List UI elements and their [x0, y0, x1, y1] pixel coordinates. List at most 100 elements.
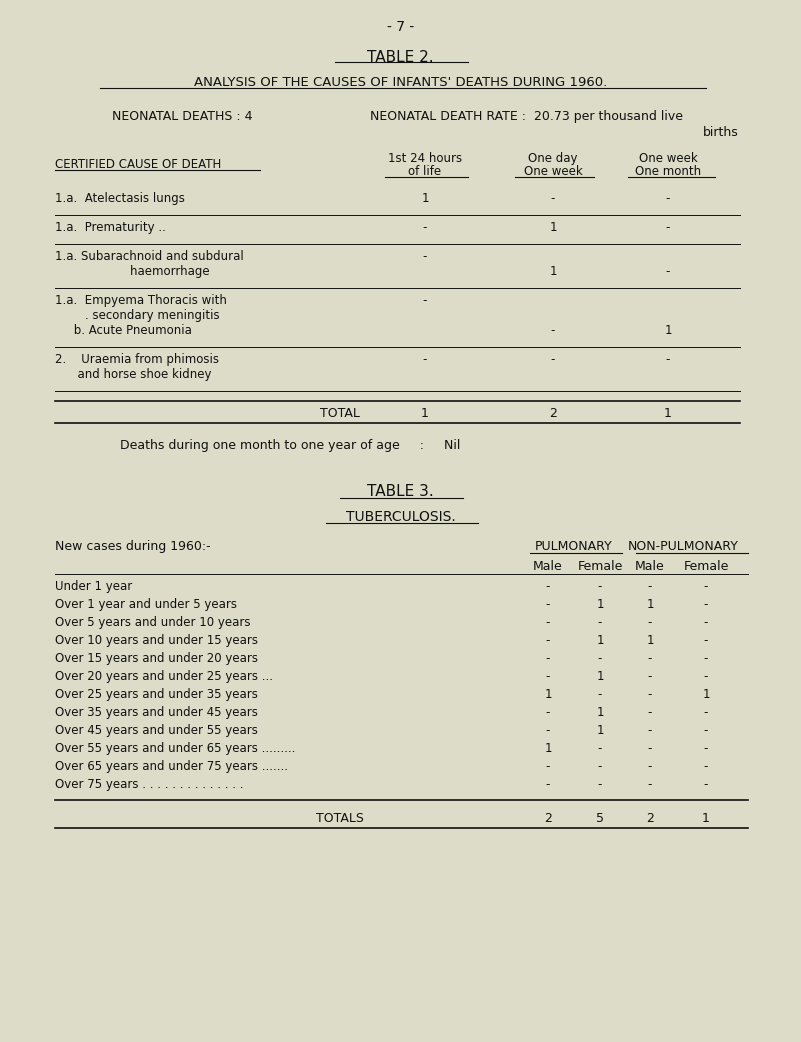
Text: 1: 1 — [544, 742, 552, 755]
Text: 1.a.  Atelectasis lungs: 1.a. Atelectasis lungs — [55, 192, 185, 205]
Text: Over 75 years . . . . . . . . . . . . . .: Over 75 years . . . . . . . . . . . . . … — [55, 778, 244, 791]
Text: 1: 1 — [646, 634, 654, 647]
Text: -: - — [598, 580, 602, 593]
Text: -: - — [545, 634, 550, 647]
Text: 1: 1 — [702, 812, 710, 825]
Text: Deaths during one month to one year of age     :     Nil: Deaths during one month to one year of a… — [120, 439, 461, 452]
Text: Over 35 years and under 45 years: Over 35 years and under 45 years — [55, 706, 258, 719]
Text: -: - — [551, 192, 555, 205]
Text: TOTAL: TOTAL — [320, 407, 360, 420]
Text: -: - — [545, 670, 550, 683]
Text: and horse shoe kidney: and horse shoe kidney — [55, 368, 211, 381]
Text: -: - — [704, 580, 708, 593]
Text: New cases during 1960:-: New cases during 1960:- — [55, 540, 211, 553]
Text: Over 65 years and under 75 years .......: Over 65 years and under 75 years ....... — [55, 760, 288, 773]
Text: 1: 1 — [596, 706, 604, 719]
Text: 1: 1 — [596, 670, 604, 683]
Text: -: - — [666, 265, 670, 278]
Text: -: - — [704, 742, 708, 755]
Text: -: - — [545, 778, 550, 791]
Text: 1.a. Subarachnoid and subdural: 1.a. Subarachnoid and subdural — [55, 250, 244, 263]
Text: PULMONARY: PULMONARY — [535, 540, 613, 553]
Text: 1: 1 — [702, 688, 710, 701]
Text: ANALYSIS OF THE CAUSES OF INFANTS' DEATHS DURING 1960.: ANALYSIS OF THE CAUSES OF INFANTS' DEATH… — [194, 76, 607, 89]
Text: 1st 24 hours: 1st 24 hours — [388, 152, 462, 165]
Text: 1: 1 — [544, 688, 552, 701]
Text: -: - — [648, 760, 652, 773]
Text: of life: of life — [409, 165, 441, 178]
Text: 5: 5 — [596, 812, 604, 825]
Text: -: - — [545, 706, 550, 719]
Text: -: - — [704, 760, 708, 773]
Text: One day: One day — [528, 152, 578, 165]
Text: -: - — [704, 652, 708, 665]
Text: -: - — [704, 724, 708, 737]
Text: Over 1 year and under 5 years: Over 1 year and under 5 years — [55, 598, 237, 611]
Text: Over 20 years and under 25 years ...: Over 20 years and under 25 years ... — [55, 670, 273, 683]
Text: -: - — [704, 778, 708, 791]
Text: -: - — [704, 706, 708, 719]
Text: -: - — [704, 634, 708, 647]
Text: -: - — [648, 670, 652, 683]
Text: Over 55 years and under 65 years .........: Over 55 years and under 65 years .......… — [55, 742, 296, 755]
Text: One week: One week — [638, 152, 698, 165]
Text: haemorrhage: haemorrhage — [55, 265, 210, 278]
Text: 1.a.  Prematurity ..: 1.a. Prematurity .. — [55, 221, 166, 234]
Text: -: - — [666, 353, 670, 366]
Text: CERTIFIED CAUSE OF DEATH: CERTIFIED CAUSE OF DEATH — [55, 158, 221, 171]
Text: -: - — [648, 706, 652, 719]
Text: -: - — [598, 760, 602, 773]
Text: -: - — [545, 760, 550, 773]
Text: 1: 1 — [549, 265, 557, 278]
Text: -: - — [666, 192, 670, 205]
Text: -: - — [648, 652, 652, 665]
Text: Male: Male — [635, 560, 665, 573]
Text: 1: 1 — [421, 407, 429, 420]
Text: 2: 2 — [646, 812, 654, 825]
Text: -: - — [648, 742, 652, 755]
Text: -: - — [423, 221, 427, 234]
Text: 1: 1 — [646, 598, 654, 611]
Text: 1: 1 — [596, 724, 604, 737]
Text: -: - — [704, 670, 708, 683]
Text: 1: 1 — [596, 634, 604, 647]
Text: 1: 1 — [596, 598, 604, 611]
Text: . secondary meningitis: . secondary meningitis — [55, 309, 219, 322]
Text: 1: 1 — [664, 324, 672, 337]
Text: Over 10 years and under 15 years: Over 10 years and under 15 years — [55, 634, 258, 647]
Text: -: - — [545, 652, 550, 665]
Text: -: - — [545, 616, 550, 629]
Text: -: - — [423, 353, 427, 366]
Text: NEONATAL DEATH RATE :  20.73 per thousand live: NEONATAL DEATH RATE : 20.73 per thousand… — [370, 110, 683, 123]
Text: b. Acute Pneumonia: b. Acute Pneumonia — [55, 324, 192, 337]
Text: -: - — [598, 616, 602, 629]
Text: TABLE 2.: TABLE 2. — [367, 50, 434, 65]
Text: -: - — [598, 652, 602, 665]
Text: Female: Female — [683, 560, 729, 573]
Text: Female: Female — [578, 560, 622, 573]
Text: -: - — [598, 742, 602, 755]
Text: -: - — [704, 598, 708, 611]
Text: -: - — [598, 688, 602, 701]
Text: TUBERCULOSIS.: TUBERCULOSIS. — [345, 510, 456, 524]
Text: 2.    Uraemia from phimosis: 2. Uraemia from phimosis — [55, 353, 219, 366]
Text: 1: 1 — [664, 407, 672, 420]
Text: -: - — [423, 294, 427, 307]
Text: -: - — [648, 616, 652, 629]
Text: Over 45 years and under 55 years: Over 45 years and under 55 years — [55, 724, 258, 737]
Text: -: - — [648, 724, 652, 737]
Text: Over 5 years and under 10 years: Over 5 years and under 10 years — [55, 616, 251, 629]
Text: 1: 1 — [421, 192, 429, 205]
Text: -: - — [648, 688, 652, 701]
Text: -: - — [551, 353, 555, 366]
Text: 2: 2 — [544, 812, 552, 825]
Text: births: births — [703, 126, 739, 139]
Text: Under 1 year: Under 1 year — [55, 580, 132, 593]
Text: - 7 -: - 7 - — [387, 20, 414, 34]
Text: TOTALS: TOTALS — [316, 812, 364, 825]
Text: Over 25 years and under 35 years: Over 25 years and under 35 years — [55, 688, 258, 701]
Text: -: - — [648, 580, 652, 593]
Text: 1: 1 — [549, 221, 557, 234]
Text: NON-PULMONARY: NON-PULMONARY — [627, 540, 739, 553]
Text: 2: 2 — [549, 407, 557, 420]
